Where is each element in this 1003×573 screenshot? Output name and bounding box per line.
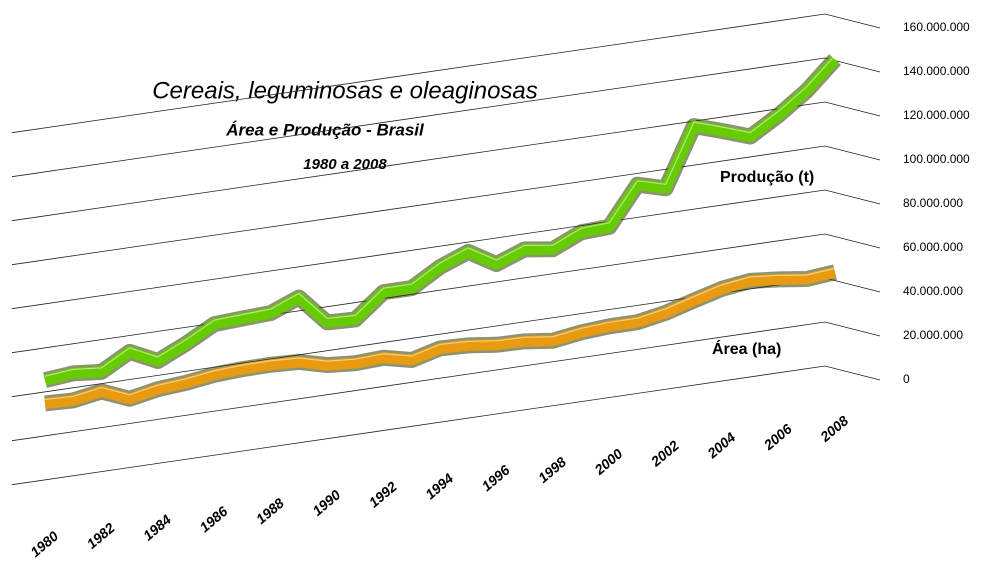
y-tick-label: 60.000.000	[903, 240, 963, 254]
grid-line	[11, 57, 881, 178]
legend-label: Produção (t)	[720, 169, 814, 186]
y-tick-label: 140.000.000	[903, 64, 970, 78]
x-tick-label: 1982	[84, 519, 118, 551]
y-tick-label: 120.000.000	[903, 108, 970, 122]
ribbon-edge	[44, 267, 836, 401]
grid-line	[11, 365, 881, 486]
grid-line	[11, 233, 881, 354]
chart-subtitle: Área e Produção - Brasil	[225, 120, 425, 139]
series-line	[44, 266, 837, 409]
y-tick-label: 80.000.000	[903, 196, 963, 210]
x-tick-label: 2002	[647, 437, 682, 470]
x-tick-label: 1990	[309, 486, 343, 518]
x-tick-label: 1998	[535, 453, 569, 485]
y-tick-label: 40.000.000	[903, 284, 963, 298]
x-tick-label: 2004	[703, 429, 738, 462]
ribbon-edge	[44, 55, 836, 377]
grid-line	[11, 277, 881, 398]
grid-line	[11, 189, 881, 310]
chart-period: 1980 a 2008	[303, 156, 387, 173]
x-tick-label: 1980	[27, 528, 61, 560]
y-tick-label: 0	[903, 372, 910, 386]
x-tick-label: 1996	[479, 462, 513, 494]
x-tick-label: 1986	[196, 503, 230, 535]
legend-label: Área (ha)	[712, 339, 781, 358]
x-tick-label: 2000	[591, 445, 626, 478]
x-tick-label: 2006	[760, 421, 795, 454]
series-line	[43, 55, 840, 386]
x-tick-label: 1994	[422, 470, 456, 502]
y-tick-label: 100.000.000	[903, 152, 970, 166]
x-tick-label: 1984	[140, 511, 174, 543]
x-tick-label: 2008	[816, 412, 851, 445]
x-tick-label: 1988	[253, 495, 287, 527]
grid-line	[11, 13, 881, 134]
grid-line	[11, 101, 881, 222]
grid-line	[11, 321, 881, 442]
grid-line	[11, 145, 881, 266]
ribbon-shade	[43, 54, 841, 388]
y-tick-label: 160.000.000	[903, 20, 970, 34]
x-tick-label: 1992	[366, 478, 400, 510]
chart-title: Cereais, leguminosas e oleaginosas	[152, 77, 538, 104]
y-tick-label: 20.000.000	[903, 328, 963, 342]
